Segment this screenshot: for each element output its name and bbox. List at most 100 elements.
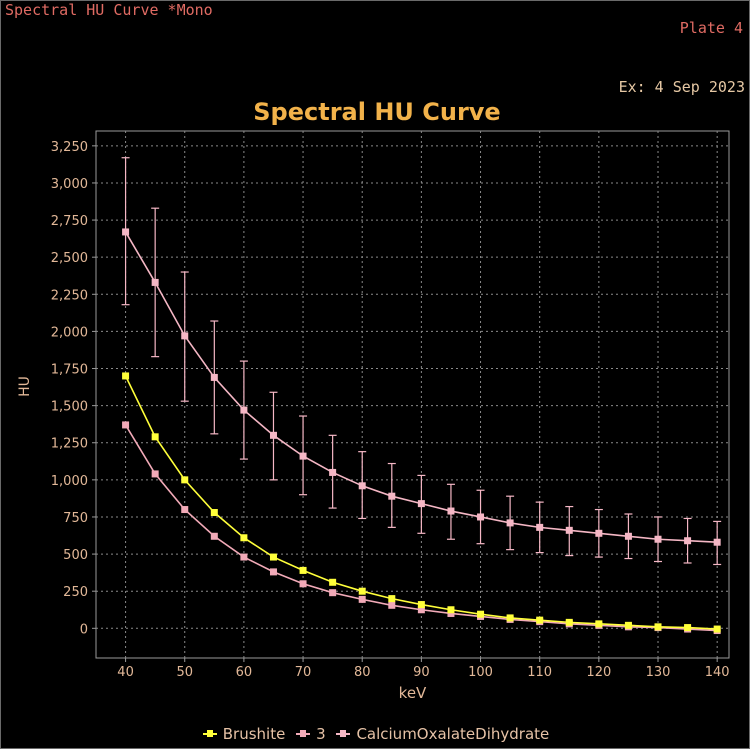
data-point-brushite bbox=[713, 625, 721, 633]
data-point-brushite bbox=[388, 595, 396, 603]
data-point-calciumoxalatedihydrate bbox=[181, 332, 189, 340]
data-point-brushite bbox=[536, 616, 544, 624]
y-axis-ticks: 0 250 500 750 1,000 1,250 1,500 1,750 2,000 2,250… bbox=[51, 140, 96, 637]
data-point-brushite bbox=[506, 614, 514, 622]
series-brushite bbox=[122, 372, 721, 633]
data-point-calciumoxalatedihydrate bbox=[329, 468, 337, 476]
grid-lines bbox=[96, 131, 729, 658]
data-point-calciumoxalatedihydrate bbox=[565, 526, 573, 534]
data-point-brushite bbox=[358, 587, 366, 595]
data-point-brushite bbox=[329, 578, 337, 586]
data-point-3 bbox=[358, 595, 366, 603]
y-tick-label: 500 bbox=[63, 548, 88, 563]
data-point-3 bbox=[122, 421, 130, 429]
window-title: Spectral HU Curve *Mono bbox=[5, 1, 213, 19]
y-tick-label: 2,250 bbox=[51, 288, 88, 303]
y-tick-label: 2,000 bbox=[51, 325, 88, 340]
plot-area bbox=[95, 130, 730, 659]
data-point-3 bbox=[447, 609, 455, 617]
x-tick-label: 40 bbox=[117, 665, 134, 680]
data-point-3 bbox=[329, 589, 337, 597]
y-tick-label: 750 bbox=[63, 511, 88, 526]
legend-item-3: 3 bbox=[296, 725, 326, 743]
chart-title: Spectral HU Curve bbox=[253, 98, 501, 126]
data-point-calciumoxalatedihydrate bbox=[240, 406, 248, 414]
x-tick-label: 140 bbox=[705, 665, 730, 680]
data-point-brushite bbox=[447, 606, 455, 614]
y-tick-label: 2,500 bbox=[51, 251, 88, 266]
legend-swatch-3 bbox=[296, 730, 311, 737]
data-point-3 bbox=[388, 601, 396, 609]
data-point-calciumoxalatedihydrate bbox=[358, 482, 366, 490]
x-axis-label: keV bbox=[399, 684, 427, 702]
data-point-brushite bbox=[477, 610, 485, 618]
y-tick-label: 0 bbox=[80, 622, 88, 637]
data-point-brushite bbox=[595, 620, 603, 628]
x-tick-label: 100 bbox=[468, 665, 493, 680]
data-point-brushite bbox=[240, 534, 248, 542]
y-tick-label: 1,500 bbox=[51, 400, 88, 415]
data-point-brushite bbox=[269, 553, 277, 561]
legend-swatch-brushite bbox=[202, 730, 217, 737]
data-point-calciumoxalatedihydrate bbox=[477, 513, 485, 521]
data-point-brushite bbox=[565, 618, 573, 626]
data-point-calciumoxalatedihydrate bbox=[713, 538, 721, 546]
data-point-brushite bbox=[684, 624, 692, 632]
legend-label-calcium-oxalate: CalciumOxalateDihydrate bbox=[356, 725, 550, 743]
legend-label-3: 3 bbox=[316, 725, 326, 743]
data-point-calciumoxalatedihydrate bbox=[299, 452, 307, 460]
data-point-calciumoxalatedihydrate bbox=[151, 278, 159, 286]
x-axis-ticks: 40 50 60 70 80 90 100 110 120 130 140 bbox=[117, 658, 730, 680]
y-axis-label: HU bbox=[17, 376, 33, 397]
data-point-3 bbox=[210, 532, 218, 540]
legend-item-calcium-oxalate: CalciumOxalateDihydrate bbox=[336, 725, 549, 743]
x-tick-label: 60 bbox=[236, 665, 253, 680]
x-tick-label: 70 bbox=[295, 665, 312, 680]
data-point-calciumoxalatedihydrate bbox=[506, 519, 514, 527]
data-point-calciumoxalatedihydrate bbox=[447, 507, 455, 515]
plate-label: Plate 4 bbox=[679, 19, 743, 37]
data-point-calciumoxalatedihydrate bbox=[269, 431, 277, 439]
data-point-3 bbox=[299, 580, 307, 588]
x-tick-label: 80 bbox=[354, 665, 371, 680]
data-point-calciumoxalatedihydrate bbox=[210, 373, 218, 381]
x-tick-label: 130 bbox=[646, 665, 671, 680]
data-point-calciumoxalatedihydrate bbox=[684, 537, 692, 545]
x-tick-label: 90 bbox=[413, 665, 430, 680]
x-tick-label: 110 bbox=[527, 665, 552, 680]
data-point-calciumoxalatedihydrate bbox=[388, 492, 396, 500]
data-point-brushite bbox=[210, 509, 218, 517]
y-tick-label: 2,750 bbox=[51, 214, 88, 229]
legend: Brushite 3 CalciumOxalateDihydrate bbox=[1, 721, 750, 743]
data-point-3 bbox=[151, 470, 159, 478]
data-point-calciumoxalatedihydrate bbox=[122, 228, 130, 236]
legend-swatch-calcium-oxalate bbox=[336, 730, 351, 737]
data-point-3 bbox=[417, 606, 425, 614]
y-tick-label: 3,250 bbox=[51, 140, 88, 155]
data-point-calciumoxalatedihydrate bbox=[417, 500, 425, 508]
y-tick-label: 1,000 bbox=[51, 474, 88, 489]
data-point-calciumoxalatedihydrate bbox=[595, 529, 603, 537]
legend-item-brushite: Brushite bbox=[202, 725, 285, 743]
data-point-brushite bbox=[654, 623, 662, 631]
data-point-brushite bbox=[151, 433, 159, 441]
y-tick-label: 1,250 bbox=[51, 437, 88, 452]
series-calciumoxalatedihydrate bbox=[121, 157, 722, 566]
data-point-3 bbox=[240, 553, 248, 561]
series-layer bbox=[121, 157, 722, 635]
exam-date: Ex: 4 Sep 2023 bbox=[618, 78, 745, 96]
y-tick-label: 1,750 bbox=[51, 363, 88, 378]
data-point-brushite bbox=[181, 476, 189, 484]
x-tick-label: 50 bbox=[176, 665, 193, 680]
data-point-brushite bbox=[299, 566, 307, 574]
data-point-3 bbox=[269, 568, 277, 576]
data-point-calciumoxalatedihydrate bbox=[536, 523, 544, 531]
data-point-brushite bbox=[624, 621, 632, 629]
y-tick-label: 3,000 bbox=[51, 177, 88, 192]
data-point-brushite bbox=[417, 601, 425, 609]
y-tick-label: 250 bbox=[63, 585, 88, 600]
data-point-calciumoxalatedihydrate bbox=[654, 535, 662, 543]
data-point-3 bbox=[181, 506, 189, 514]
